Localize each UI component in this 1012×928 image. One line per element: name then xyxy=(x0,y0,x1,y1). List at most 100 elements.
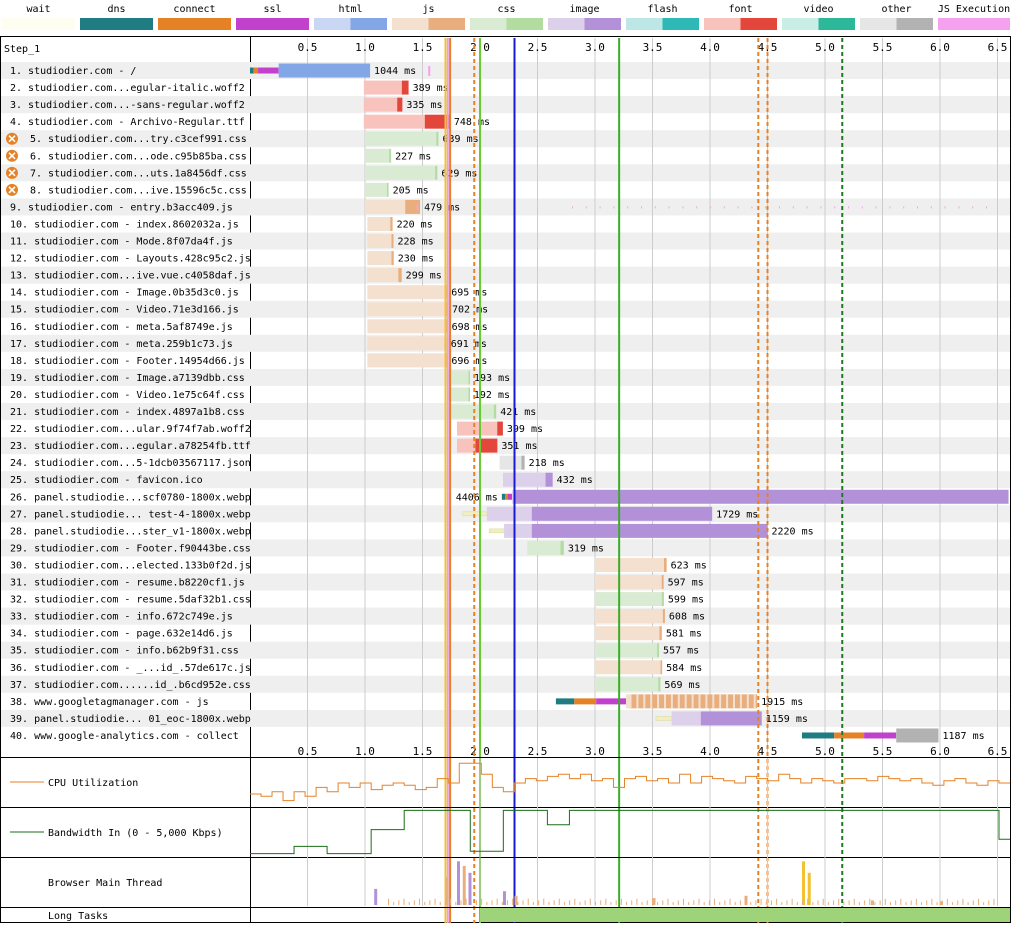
request-bar xyxy=(595,643,658,658)
main-thread-activity xyxy=(817,900,819,905)
stripe xyxy=(664,694,666,709)
legend-swatch-dark xyxy=(662,18,699,30)
duration-label: 557 ms xyxy=(663,646,699,657)
warning-icon-cross xyxy=(8,186,16,194)
wait-bar xyxy=(655,716,672,721)
request-bar xyxy=(365,148,390,163)
main-thread-activity xyxy=(900,898,902,905)
request-bar xyxy=(595,660,661,675)
duration-label: 192 ms xyxy=(474,390,510,401)
duration-label: 702 ms xyxy=(452,305,488,316)
main-thread-activity xyxy=(931,898,933,905)
request-label: 35. studiodier.com - info.b62b9f31.css xyxy=(10,646,239,657)
axis-tick-label-bottom: 5.5 xyxy=(873,745,893,758)
request-label: 40. www.google-analytics.com - collect xyxy=(10,731,239,742)
request-bar xyxy=(447,387,469,402)
duration-label: 193 ms xyxy=(474,373,510,384)
ssl-bar xyxy=(507,493,513,500)
duration-label: 691 ms xyxy=(451,339,487,350)
main-thread-activity xyxy=(491,900,493,905)
legend-swatch-dark xyxy=(350,18,387,30)
download-bar xyxy=(657,643,660,658)
main-thread-activity xyxy=(398,900,400,905)
ssl-bar xyxy=(258,67,279,74)
request-label: 21. studiodier.com - index.4897a1b8.css xyxy=(10,407,245,418)
stripe xyxy=(698,694,701,709)
dns-bar xyxy=(555,698,575,705)
main-thread-activity xyxy=(651,898,653,905)
duration-label: 695 ms xyxy=(451,288,487,299)
legend-label-dns: dns xyxy=(107,4,125,15)
axis-tick-label-bottom: 6.0 xyxy=(930,745,950,758)
legend-swatch-dark xyxy=(818,18,855,30)
duration-label: 218 ms xyxy=(529,458,565,469)
main-thread-activity xyxy=(682,898,684,905)
download-bar xyxy=(391,251,394,266)
stripe xyxy=(712,694,715,709)
warning-icon-cross xyxy=(8,135,16,143)
main-thread-activity xyxy=(543,898,545,905)
row-stripe xyxy=(1,403,1010,421)
request-bar xyxy=(363,97,398,112)
duration-label: 335 ms xyxy=(406,100,442,111)
request-bar xyxy=(595,592,662,607)
js-execution-mark xyxy=(585,206,587,209)
long-tasks-bar xyxy=(480,908,1010,922)
chart-frame xyxy=(0,36,1011,923)
legend-swatch-dark xyxy=(584,18,621,30)
request-bar xyxy=(367,336,445,351)
request-bar xyxy=(595,575,662,590)
main-thread-activity xyxy=(977,898,979,905)
js-execution-mark xyxy=(416,204,419,211)
legend-swatch-light xyxy=(158,18,195,30)
main-thread-activity xyxy=(527,898,529,905)
main-thread-activity xyxy=(605,898,607,905)
main-thread-activity xyxy=(864,900,866,905)
legend-swatch-light xyxy=(704,18,741,30)
request-label: 11. studiodier.com - Mode.8f07da4f.js xyxy=(10,237,233,248)
main-thread-activity xyxy=(719,902,721,905)
js-execution-mark xyxy=(668,206,670,209)
download-bar xyxy=(445,319,448,334)
js-execution-mark xyxy=(737,206,739,209)
js-execution-mark xyxy=(779,206,780,209)
main-thread-activity xyxy=(796,902,798,905)
js-execution-mark xyxy=(820,206,822,209)
main-thread-activity xyxy=(781,902,783,905)
main-thread-activity xyxy=(579,901,581,905)
main-thread-spike xyxy=(503,891,506,905)
main-thread-activity xyxy=(889,902,891,905)
main-thread-activity xyxy=(589,898,591,905)
main-thread-activity xyxy=(481,898,483,905)
stripe xyxy=(670,694,673,709)
download-bar xyxy=(662,609,665,624)
request-label: 28. panel.studiodie...ster_v1-1800x.webp xyxy=(10,526,251,537)
main-thread-activity xyxy=(802,900,803,905)
main-thread-activity xyxy=(755,900,757,905)
stripe xyxy=(677,694,680,709)
ssl-bar xyxy=(864,732,897,739)
download-bar xyxy=(386,182,389,197)
js-execution-mark xyxy=(875,206,877,209)
main-thread-activity xyxy=(858,902,860,905)
legend-swatch-light xyxy=(80,18,117,30)
duration-label: 1729 ms xyxy=(716,509,758,520)
request-bar xyxy=(671,711,701,726)
request-bar xyxy=(457,421,498,436)
main-thread-activity xyxy=(460,900,462,905)
main-thread-activity xyxy=(470,901,472,905)
main-thread-spike xyxy=(871,900,874,905)
axis-tick-label-top: 3.0 xyxy=(585,41,605,54)
main-thread-activity xyxy=(822,898,824,905)
legend-label-wait: wait xyxy=(26,4,50,15)
request-label: 38. www.googletagmanager.com - js xyxy=(10,697,209,708)
download-bar xyxy=(514,489,1009,504)
main-thread-activity xyxy=(610,902,612,905)
main-thread-spike xyxy=(802,861,805,905)
main-thread-spike xyxy=(652,898,656,905)
axis-tick-label-bottom: 6.5 xyxy=(988,745,1008,758)
download-bar xyxy=(658,677,661,692)
request-label: 32. studiodier.com - resume.5daf32b1.css xyxy=(10,595,251,606)
duration-label: 399 ms xyxy=(507,424,543,435)
duration-label: 389 ms xyxy=(413,83,449,94)
